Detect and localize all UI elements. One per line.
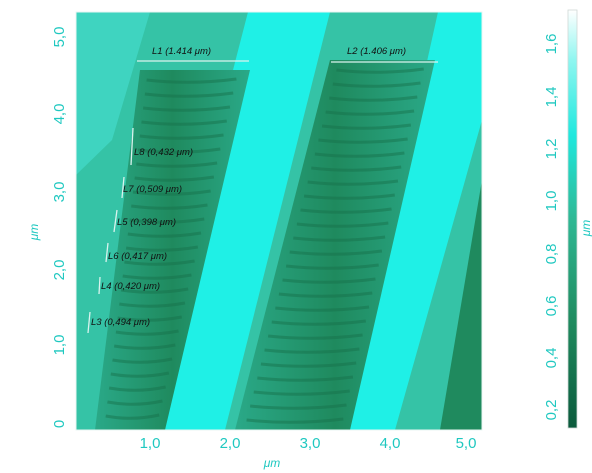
measurement-label-L5: L5 (0,398 μm) bbox=[117, 217, 176, 228]
colorbar-tick-label: 0,6 bbox=[543, 296, 560, 317]
ridge-band-2 bbox=[345, 12, 482, 430]
colorbar-tick-label: 1,6 bbox=[543, 34, 560, 55]
y-axis: 0 1,0 2,0 3,0 4,0 5,0 μm bbox=[27, 27, 68, 429]
measurement-label-L3: L3 (0,494 μm) bbox=[91, 317, 150, 328]
y-tick-label: 4,0 bbox=[51, 104, 68, 125]
colorbar-tick-label: 1,4 bbox=[543, 87, 560, 108]
measurement-line-L8 bbox=[130, 127, 134, 166]
measurement-label-L1: L1 (1.414 μm) bbox=[152, 46, 211, 57]
measurement-lines bbox=[87, 60, 438, 334]
measurement-line-L4 bbox=[98, 276, 101, 295]
measurement-label-L7: L7 (0,509 μm) bbox=[123, 184, 182, 195]
x-tick-label: 5,0 bbox=[456, 435, 477, 452]
y-tick-label: 0 bbox=[51, 420, 68, 428]
colorbar-tick-label: 1,0 bbox=[543, 191, 560, 212]
measurement-label-L2: L2 (1.406 μm) bbox=[347, 46, 406, 57]
x-axis-label: μm bbox=[263, 456, 281, 470]
colorbar-tick-label: 0,8 bbox=[543, 244, 560, 265]
ridge-band-0 bbox=[76, 12, 150, 175]
x-tick-label: 3,0 bbox=[300, 435, 321, 452]
y-tick-label: 1,0 bbox=[51, 335, 68, 356]
measurement-label-L8: L8 (0,432 μm) bbox=[134, 147, 193, 158]
colorbar: 0,2 0,4 0,6 0,8 1,0 1,2 1,4 1,6 μm bbox=[543, 9, 592, 429]
colorbar-unit-label: μm bbox=[579, 220, 592, 238]
colorbar-tick-label: 0,4 bbox=[543, 348, 560, 369]
measurement-label-L6: L6 (0,417 μm) bbox=[108, 251, 167, 262]
y-tick-label: 3,0 bbox=[51, 182, 68, 203]
afm-height-image bbox=[76, 12, 482, 430]
trough-band-3 bbox=[440, 180, 482, 430]
measurement-label-L4: L4 (0,420 μm) bbox=[101, 281, 160, 292]
measurement-line-L6 bbox=[105, 242, 109, 263]
y-tick-label: 5,0 bbox=[51, 27, 68, 48]
colorbar-tick-label: 1,2 bbox=[543, 139, 560, 160]
x-tick-label: 2,0 bbox=[220, 435, 241, 452]
measurement-line-L7 bbox=[121, 176, 125, 199]
measurement-line-L3 bbox=[87, 311, 91, 334]
y-tick-label: 2,0 bbox=[51, 260, 68, 281]
colorbar-tick-label: 0,2 bbox=[543, 400, 560, 421]
x-tick-label: 4,0 bbox=[380, 435, 401, 452]
y-axis-label: μm bbox=[27, 224, 41, 242]
measurement-line-L5 bbox=[113, 209, 118, 233]
colorbar-gradient bbox=[567, 9, 578, 429]
x-axis: 1,0 2,0 3,0 4,0 5,0 μm bbox=[140, 435, 477, 470]
trough-band-2 bbox=[235, 60, 435, 430]
x-tick-label: 1,0 bbox=[140, 435, 161, 452]
trough-band-1 bbox=[95, 70, 250, 430]
trough-texture bbox=[105, 67, 424, 424]
